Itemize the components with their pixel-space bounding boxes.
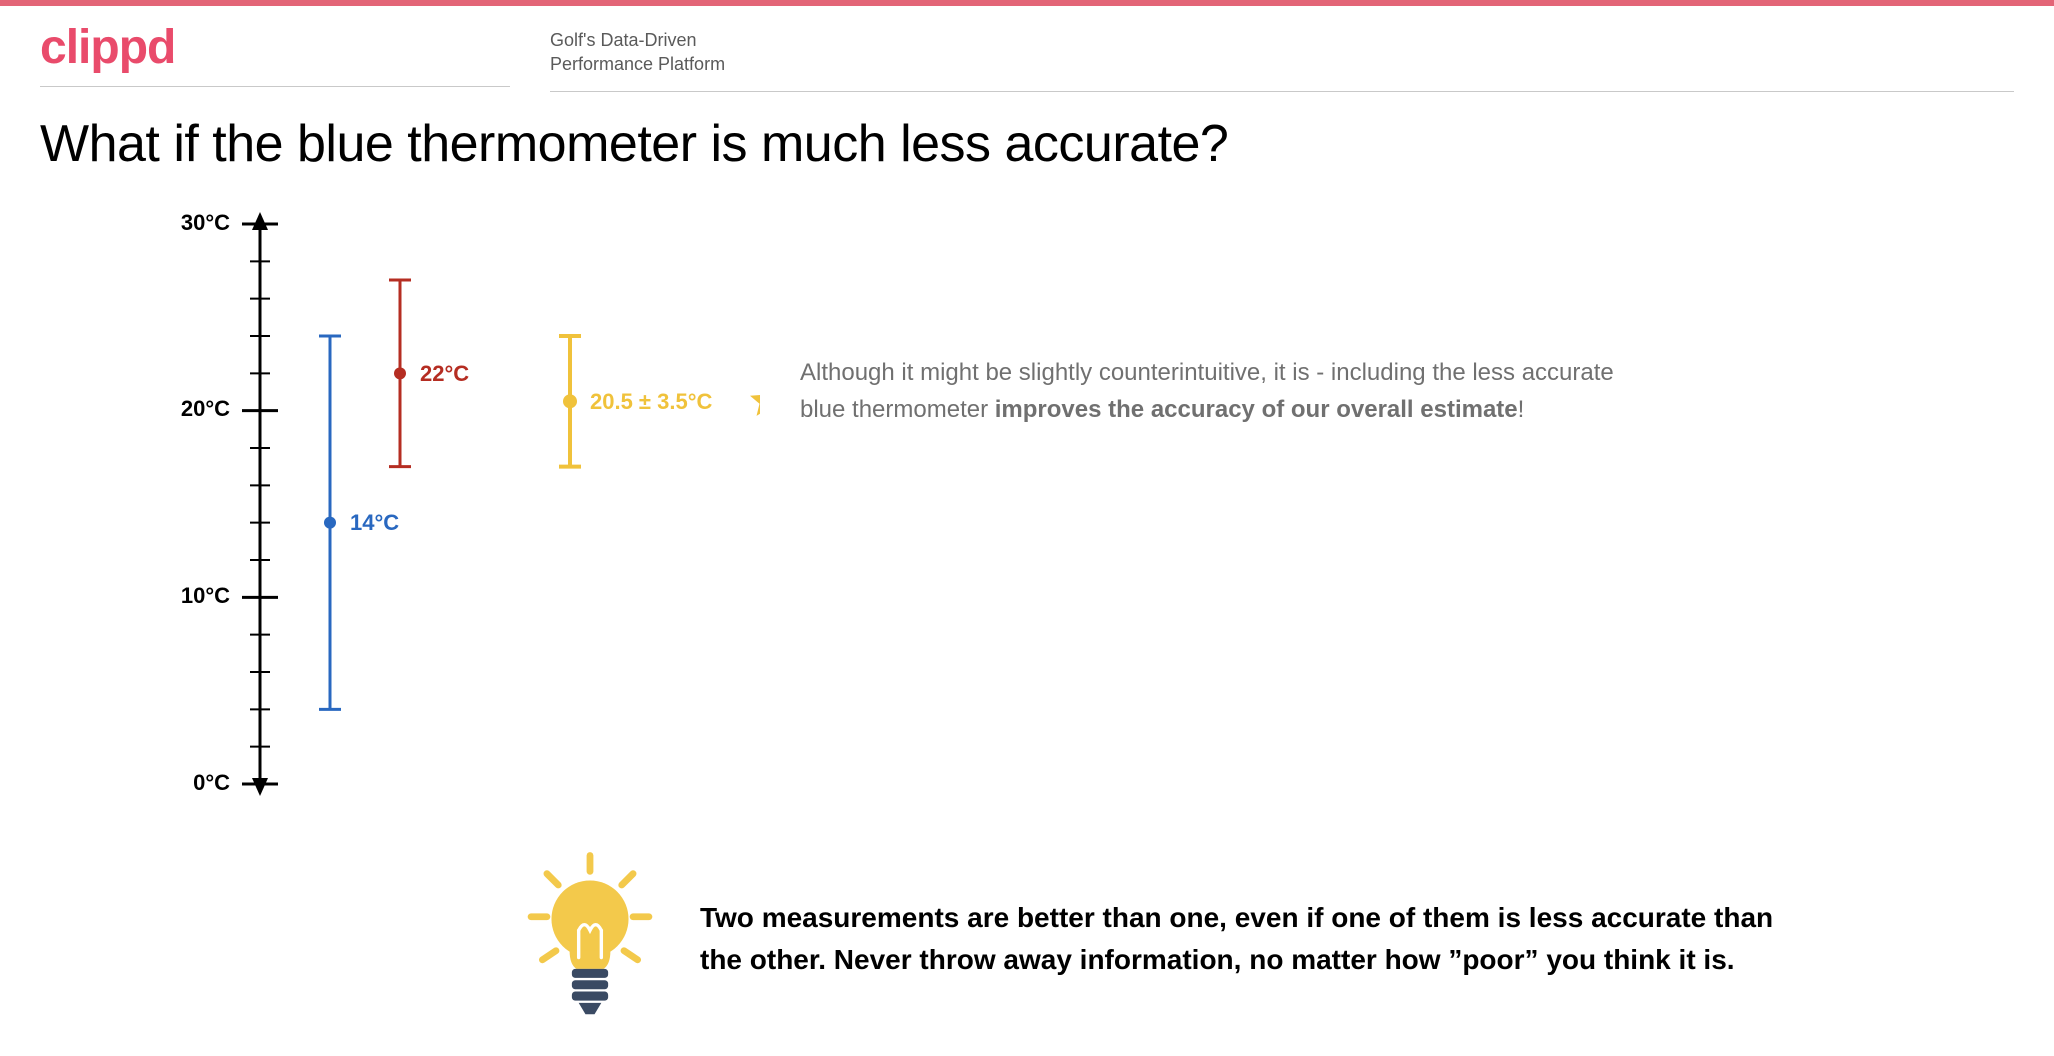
series-label-combined: 20.5 ± 3.5°C: [590, 389, 712, 415]
lightbulb-icon: [520, 851, 660, 1026]
brand-logo: clippd: [40, 24, 510, 72]
explain-bold: improves the accuracy of our overall est…: [995, 396, 1518, 423]
takeaway-text: Two measurements are better than one, ev…: [700, 897, 1800, 981]
logo-container: clippd: [40, 24, 510, 87]
axis-tick-label: 20°C: [160, 396, 230, 422]
axis-tick-label: 10°C: [160, 583, 230, 609]
page-title: What if the blue thermometer is much les…: [0, 92, 2054, 184]
takeaway-row: Two measurements are better than one, ev…: [520, 851, 1994, 1026]
lightbulb-svg: [520, 851, 660, 1021]
content-row: 0°C 10°C 20°C 30°C 14°C 22°C 20.5 ± 3.5°C Alth…: [0, 184, 2054, 824]
series-label-blue: 14°C: [350, 510, 399, 536]
thermometer-chart: 0°C 10°C 20°C 30°C 14°C 22°C 20.5 ± 3.5°C: [40, 204, 760, 824]
explain-column: Although it might be slightly counterint…: [800, 204, 2014, 428]
brand-tagline: Golf's Data-Driven Performance Platform: [550, 28, 2014, 77]
axis-tick-label: 30°C: [160, 210, 230, 236]
series-label-red: 22°C: [420, 361, 469, 387]
axis-tick-label: 0°C: [160, 770, 230, 796]
header: clippd Golf's Data-Driven Performance Pl…: [0, 6, 2054, 92]
explain-text: Although it might be slightly counterint…: [800, 354, 1620, 428]
slide: clippd Golf's Data-Driven Performance Pl…: [0, 0, 2054, 1056]
chart-svg: [40, 204, 760, 824]
tagline-container: Golf's Data-Driven Performance Platform: [550, 24, 2014, 92]
explain-post: !: [1518, 396, 1525, 423]
